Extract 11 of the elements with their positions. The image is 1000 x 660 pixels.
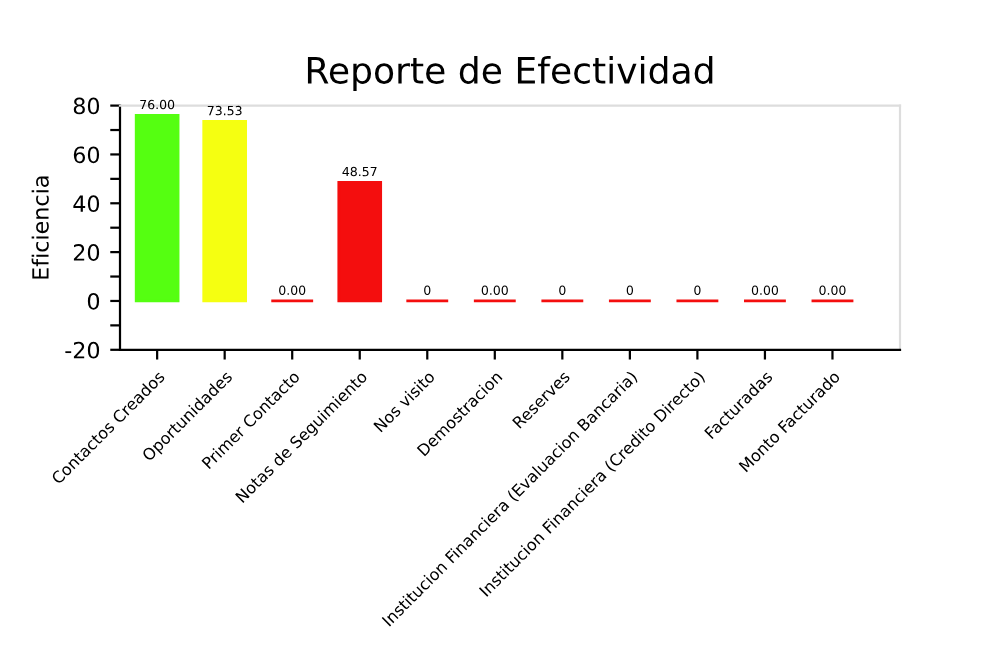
bar [134,113,180,303]
y-axis-title: Eficiencia [31,176,49,279]
bar [337,180,383,303]
y-tick-label: 20 [73,244,100,261]
y-tick-label: 0 [87,292,100,310]
chart-title: Reporte de Efectividad [307,55,713,91]
bar [202,120,247,303]
y-tick-label: -20 [65,341,100,359]
y-tick-label: 40 [73,195,100,213]
y-tick-label: 80 [73,97,100,115]
y-tick-label: 60 [73,146,100,164]
